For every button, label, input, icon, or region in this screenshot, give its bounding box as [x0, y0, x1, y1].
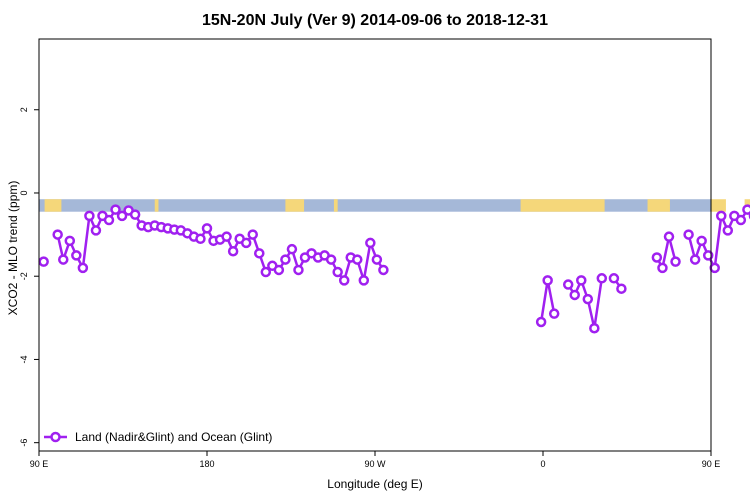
- data-point: [651, 252, 663, 263]
- data-point: [548, 308, 560, 319]
- land-patch: [285, 199, 305, 212]
- data-point: [616, 283, 627, 294]
- series-line: [655, 235, 677, 270]
- data-point: [325, 254, 337, 265]
- data-point: [535, 316, 547, 328]
- data-point: [84, 210, 95, 222]
- data-point: [596, 273, 608, 284]
- data-point: [352, 254, 363, 265]
- data-point: [589, 322, 600, 334]
- data-point: [365, 237, 376, 249]
- legend: Land (Nadir&Glint) and Ocean (Glint): [44, 430, 272, 444]
- land-patch: [711, 199, 726, 212]
- data-point: [371, 254, 383, 265]
- land-patch: [44, 199, 62, 212]
- data-point: [608, 273, 620, 284]
- legend-marker: [50, 431, 61, 443]
- data-point: [722, 225, 734, 236]
- data-point: [562, 279, 574, 290]
- data-point: [110, 204, 121, 215]
- data-point: [582, 293, 594, 305]
- data-point: [670, 256, 681, 267]
- data-point: [64, 235, 76, 247]
- data-point: [221, 231, 232, 242]
- data-point: [657, 262, 668, 274]
- map-strip: [39, 199, 750, 212]
- x-tick-label: 180: [199, 459, 214, 469]
- data-point: [195, 233, 206, 245]
- land-patch: [520, 199, 605, 212]
- data-point: [689, 254, 701, 265]
- x-tick-label: 0: [540, 459, 545, 469]
- legend-label: Land (Nadir&Glint) and Ocean (Glint): [75, 430, 272, 444]
- data-point: [240, 237, 252, 249]
- chart-title: 15N-20N July (Ver 9) 2014-09-06 to 2018-…: [202, 12, 548, 29]
- data-point: [227, 245, 239, 257]
- data-point: [696, 235, 707, 247]
- data-point: [103, 214, 115, 226]
- data-point: [338, 275, 350, 286]
- data-point: [702, 250, 714, 261]
- data-point: [254, 248, 265, 259]
- data-point: [576, 275, 587, 286]
- data-point: [280, 254, 291, 265]
- data-point: [71, 250, 82, 261]
- data-point: [663, 231, 675, 242]
- data-point: [716, 210, 727, 222]
- land-patch: [154, 199, 159, 212]
- data-point: [77, 262, 89, 274]
- data-point: [742, 204, 750, 215]
- data-point: [293, 264, 304, 276]
- data-point: [58, 254, 69, 265]
- data-point: [201, 223, 213, 234]
- x-tick-label: 90 E: [702, 459, 721, 469]
- x-tick-label: 90 W: [364, 459, 386, 469]
- ocean-band: [39, 199, 711, 212]
- y-tick-label: 0: [19, 190, 29, 195]
- data-point: [286, 243, 298, 255]
- data-point: [735, 214, 747, 226]
- y-tick-label: 2: [19, 107, 29, 112]
- y-tick-label: -6: [19, 439, 29, 447]
- data-point: [332, 266, 343, 278]
- series-layer: [38, 204, 750, 334]
- data-point: [709, 262, 720, 274]
- data-point: [378, 264, 389, 276]
- data-point: [542, 275, 553, 286]
- land-patch: [333, 199, 338, 212]
- x-tick-label: 90 E: [30, 459, 49, 469]
- data-point: [683, 229, 694, 240]
- axes: 90 E 180 90 W 0 90 E 2 0 -2 -4 -6: [19, 38, 721, 469]
- y-axis-title: XCO2 - MLO trend (ppm): [6, 181, 20, 316]
- data-point: [260, 266, 272, 278]
- data-point: [116, 210, 128, 222]
- land-patch: [647, 199, 670, 212]
- data-point: [358, 275, 370, 286]
- data-point: [38, 256, 49, 267]
- data-point: [273, 264, 285, 276]
- y-tick-label: -2: [19, 272, 29, 280]
- data-point: [90, 225, 102, 236]
- data-point: [569, 289, 580, 301]
- data-point: [52, 229, 63, 240]
- data-point: [247, 229, 258, 240]
- x-axis-title: Longitude (deg E): [327, 477, 422, 491]
- data-point: [129, 209, 141, 220]
- y-tick-label: -4: [19, 355, 29, 363]
